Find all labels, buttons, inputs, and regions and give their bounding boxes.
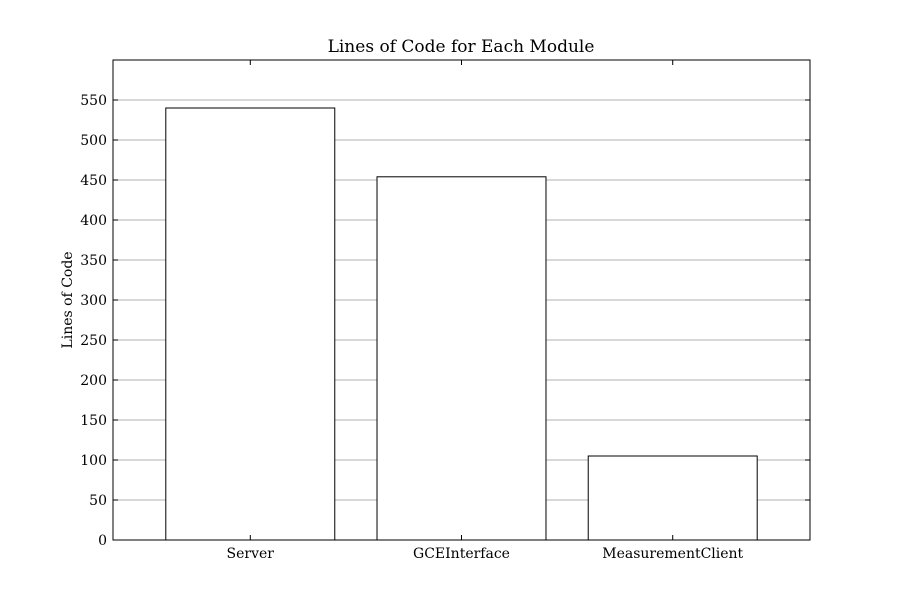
y-tick-label: 350: [80, 253, 107, 269]
y-tick-label: 300: [80, 293, 107, 309]
y-tick-label: 150: [80, 413, 107, 429]
y-tick-label: 100: [80, 453, 107, 469]
y-tick-label: 250: [80, 333, 107, 349]
x-tick-label: Server: [227, 546, 275, 562]
chart-title: Lines of Code for Each Module: [328, 37, 595, 57]
y-tick-labels: 0 50 100 150 200 250 300 350 400 450 500 550: [80, 93, 107, 549]
bars: [165, 107, 758, 541]
y-tick-label: 400: [80, 213, 107, 229]
y-tick-label: 200: [80, 373, 107, 389]
y-tick-label: 0: [98, 533, 107, 549]
y-axis-label: Lines of Code: [60, 251, 76, 348]
y-tick-label: 500: [80, 133, 107, 149]
y-tick-label: 550: [80, 93, 107, 109]
x-tick-label: MeasurementClient: [602, 546, 743, 562]
axis-ticks: [113, 60, 810, 541]
bar-measurementclient: [587, 455, 758, 541]
bar-gceinterface: [376, 176, 547, 541]
y-tick-label: 450: [80, 173, 107, 189]
x-tick-label: GCEInterface: [413, 546, 510, 562]
x-tick-labels: Server GCEInterface MeasurementClient: [227, 546, 744, 562]
y-tick-label: 50: [89, 493, 107, 509]
bar-server: [165, 107, 336, 541]
